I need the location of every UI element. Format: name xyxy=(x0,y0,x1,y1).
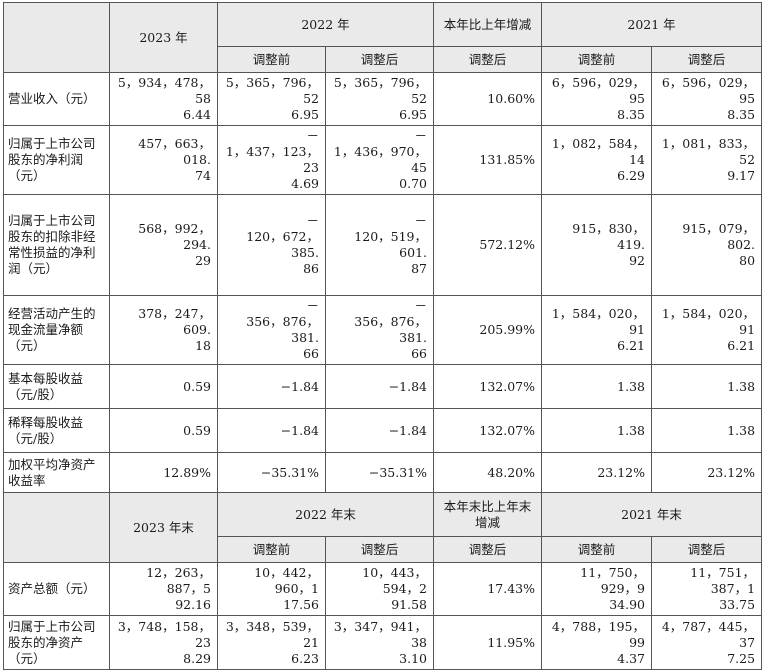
header-change-after: 调整后 xyxy=(433,46,543,73)
cell-2021-before: 1.38 xyxy=(541,364,653,409)
financial-summary-table: 2023 年 2022 年 本年比上年增减 2021 年 调整前 调整后 调整后… xyxy=(3,2,763,670)
header-2021-before: 调整前 xyxy=(541,536,653,563)
header-2022-before: 调整前 xyxy=(217,46,326,73)
header-2022-end: 2022 年末 xyxy=(216,492,435,537)
cell-2021-after: 23.12% xyxy=(651,452,763,493)
header-2022-before: 调整前 xyxy=(217,536,326,563)
header-change-after: 调整后 xyxy=(433,536,543,563)
header-change: 本年比上年增减 xyxy=(433,2,543,47)
cell-2022-after: −1.84 xyxy=(324,408,435,453)
row-label: 加权平均净资产收益率 xyxy=(3,452,110,493)
header-2023: 2023 年 xyxy=(109,2,218,73)
table-row: 稀释每股收益（元/股） 0.59 −1.84 −1.84 132.07% 1.3… xyxy=(3,408,763,453)
table-row: 资产总额（元） 12，263，887，5 92.16 10，442，960，1 … xyxy=(3,562,763,616)
cell-2022-after: － 356，876，381. 66 xyxy=(324,295,435,365)
cell-2022-before: 3，348，539，21 6.23 xyxy=(217,615,326,670)
header-2021: 2021 年 xyxy=(541,2,763,47)
header-corner-cell xyxy=(3,492,110,563)
cell-2023: 0.59 xyxy=(109,408,218,453)
cell-2021-after: 1.38 xyxy=(651,408,763,453)
cell-change: 131.85% xyxy=(433,125,543,195)
cell-2021-before: 11，750，929，9 34.90 xyxy=(541,562,653,616)
cell-2021-before: 23.12% xyxy=(541,452,653,493)
cell-2023: 3，748，158，23 8.29 xyxy=(109,615,218,670)
cell-2021-before: 1，584，020，91 6.21 xyxy=(541,295,653,365)
row-label: 经营活动产生的现金流量净额（元） xyxy=(3,295,110,365)
cell-2022-after: −1.84 xyxy=(324,364,435,409)
header-2023-end: 2023 年末 xyxy=(109,492,218,563)
cell-2022-before: － 356，876，381. 66 xyxy=(217,295,326,365)
cell-change: 132.07% xyxy=(433,364,543,409)
table-row: 归属于上市公司股东的净利润（元） 457，663，018. 74 － 1，437… xyxy=(3,125,763,195)
cell-change: 205.99% xyxy=(433,295,543,365)
header-change-end: 本年末比上年末增减 xyxy=(433,492,543,537)
table-row: 归属于上市公司股东的扣除非经常性损益的净利润（元） 568，992，294. 2… xyxy=(3,194,763,296)
cell-2023: 12，263，887，5 92.16 xyxy=(109,562,218,616)
cell-2021-before: 6，596，029，95 8.35 xyxy=(541,72,653,126)
row-label: 归属于上市公司股东的扣除非经常性损益的净利润（元） xyxy=(3,194,110,296)
cell-2022-after: 10，443，594，2 91.58 xyxy=(324,562,435,616)
cell-2021-after: 6，596，029，95 8.35 xyxy=(651,72,763,126)
cell-2021-after: 915，079，802. 80 xyxy=(651,194,763,296)
cell-2022-after: － 120，519，601. 87 xyxy=(324,194,435,296)
cell-2023: 5，934，478，58 6.44 xyxy=(109,72,218,126)
table-row: 经营活动产生的现金流量净额（元） 378，247，609. 18 － 356，8… xyxy=(3,295,763,365)
header-2022-after: 调整后 xyxy=(324,536,435,563)
cell-2022-before: −1.84 xyxy=(217,364,326,409)
cell-2021-after: 1，081，833，52 9.17 xyxy=(651,125,763,195)
header-row-2-sub: 调整前 调整后 调整后 调整前 调整后 xyxy=(4,536,763,563)
cell-change: 132.07% xyxy=(433,408,543,453)
cell-change: 572.12% xyxy=(433,194,543,296)
cell-change: 48.20% xyxy=(433,452,543,493)
cell-change: 11.95% xyxy=(433,615,543,670)
header-2021-before: 调整前 xyxy=(541,46,653,73)
cell-2022-before: 10，442，960，1 17.56 xyxy=(217,562,326,616)
cell-2023: 0.59 xyxy=(109,364,218,409)
cell-2023: 457，663，018. 74 xyxy=(109,125,218,195)
header-2021-after: 调整后 xyxy=(651,46,763,73)
cell-2022-before: −35.31% xyxy=(217,452,326,493)
cell-2021-after: 1.38 xyxy=(651,364,763,409)
cell-2021-before: 4，788，195，99 4.37 xyxy=(541,615,653,670)
cell-2022-after: 3，347，941，38 3.10 xyxy=(324,615,435,670)
cell-2022-after: 5，365，796，52 6.95 xyxy=(324,72,435,126)
row-label: 稀释每股收益（元/股） xyxy=(3,408,110,453)
cell-change: 10.60% xyxy=(433,72,543,126)
row-label: 基本每股收益（元/股） xyxy=(3,364,110,409)
header-2021-after: 调整后 xyxy=(651,536,763,563)
header-row-2: 2023 年末 2022 年末 本年末比上年末增减 2021 年末 xyxy=(3,492,763,563)
header-row-1: 2023 年 2022 年 本年比上年增减 2021 年 xyxy=(3,2,763,73)
cell-2022-after: −35.31% xyxy=(324,452,435,493)
cell-2021-before: 915，830，419. 92 xyxy=(541,194,653,296)
table-row: 营业收入（元） 5，934，478，58 6.44 5，365，796，52 6… xyxy=(3,72,763,126)
row-label: 营业收入（元） xyxy=(3,72,110,126)
cell-2022-before: － 120，672，385. 86 xyxy=(217,194,326,296)
header-row-1-sub: 调整前 调整后 调整后 调整前 调整后 xyxy=(4,46,763,73)
table-row: 基本每股收益（元/股） 0.59 −1.84 −1.84 132.07% 1.3… xyxy=(3,364,763,409)
header-2022: 2022 年 xyxy=(216,2,435,47)
table-row: 加权平均净资产收益率 12.89% −35.31% −35.31% 48.20%… xyxy=(3,452,763,493)
cell-2021-after: 4，787，445，37 7.25 xyxy=(651,615,763,670)
cell-2023: 12.89% xyxy=(109,452,218,493)
row-label: 归属于上市公司股东的净资产（元） xyxy=(3,615,110,670)
cell-2022-before: −1.84 xyxy=(217,408,326,453)
cell-change: 17.43% xyxy=(433,562,543,616)
cell-2022-before: － 1，437，123，23 4.69 xyxy=(217,125,326,195)
cell-2021-before: 1，082，584，14 6.29 xyxy=(541,125,653,195)
cell-2023: 378，247，609. 18 xyxy=(109,295,218,365)
row-label: 归属于上市公司股东的净利润（元） xyxy=(3,125,110,195)
cell-2022-before: 5，365，796，52 6.95 xyxy=(217,72,326,126)
table-row: 归属于上市公司股东的净资产（元） 3，748，158，23 8.29 3，348… xyxy=(3,615,763,670)
header-corner-cell xyxy=(3,2,110,73)
cell-2022-after: － 1，436，970，45 0.70 xyxy=(324,125,435,195)
cell-2021-after: 1，584，020，91 6.21 xyxy=(651,295,763,365)
header-2022-after: 调整后 xyxy=(324,46,435,73)
cell-2021-before: 1.38 xyxy=(541,408,653,453)
cell-2023: 568，992，294. 29 xyxy=(109,194,218,296)
header-2021-end: 2021 年末 xyxy=(541,492,763,537)
row-label: 资产总额（元） xyxy=(3,562,110,616)
cell-2021-after: 11，751，387，1 33.75 xyxy=(651,562,763,616)
